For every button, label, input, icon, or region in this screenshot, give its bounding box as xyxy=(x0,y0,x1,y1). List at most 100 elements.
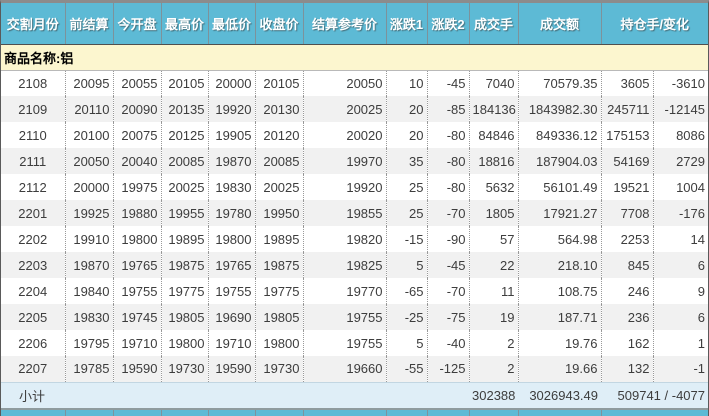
cell: 19950 xyxy=(255,200,304,226)
cell: 19730 xyxy=(255,356,304,382)
col-header-change1: 涨跌1 xyxy=(386,3,428,45)
cell: -176 xyxy=(653,200,708,226)
cell: -70 xyxy=(427,200,470,226)
cell: -75 xyxy=(427,304,470,330)
col-header-high: 最高价 xyxy=(161,3,209,45)
cell: 54169 xyxy=(601,148,654,174)
cell: 9 xyxy=(653,278,708,304)
cell: 246 xyxy=(601,278,654,304)
cell: 19765 xyxy=(113,252,162,278)
cell: 187904.03 xyxy=(518,148,602,174)
cell: 3605 xyxy=(601,70,654,96)
cell: 20040 xyxy=(113,148,162,174)
cell: 19710 xyxy=(113,330,162,356)
cell: 245711 xyxy=(601,96,654,122)
cell: 2111 xyxy=(1,148,66,174)
cell: -80 xyxy=(427,148,470,174)
cell: 19765 xyxy=(208,252,256,278)
cell: 19970 xyxy=(303,148,387,174)
cell: 19905 xyxy=(208,122,256,148)
cell: 19825 xyxy=(303,252,387,278)
cell: -55 xyxy=(386,356,428,382)
cell: 19710 xyxy=(208,330,256,356)
col-header-change2: 涨跌2 xyxy=(427,3,470,45)
cell: 2108 xyxy=(1,70,66,96)
table-row: 2204 19840 19755 19775 19755 19775 19770 -65 -70… xyxy=(1,278,708,304)
cell: 19880 xyxy=(113,200,162,226)
col-header-open: 今开盘 xyxy=(113,3,162,45)
cell: -12145 xyxy=(653,96,708,122)
cell: 20020 xyxy=(303,122,387,148)
cell: 19590 xyxy=(208,356,256,382)
cell: 2201 xyxy=(1,200,66,226)
cell: -25 xyxy=(386,304,428,330)
cell: -125 xyxy=(427,356,470,382)
cell: 19910 xyxy=(65,226,114,252)
cell: -70 xyxy=(427,278,470,304)
cell: 19755 xyxy=(113,278,162,304)
cell: 19730 xyxy=(161,356,209,382)
cell: 56101.49 xyxy=(518,174,602,200)
table-row: 2201 19925 19880 19955 19780 19950 19855 25 -70 1… xyxy=(1,200,708,226)
cell: 20050 xyxy=(303,70,387,96)
cell: 218.10 xyxy=(518,252,602,278)
cell: 19775 xyxy=(161,278,209,304)
cell: 5632 xyxy=(469,174,519,200)
cell: 18816 xyxy=(469,148,519,174)
col-header-low: 最低价 xyxy=(208,3,256,45)
cell: 845 xyxy=(601,252,654,278)
cell: 19800 xyxy=(113,226,162,252)
table-row: 2112 20000 19975 20025 19830 20025 19920 25 -80 5… xyxy=(1,174,708,200)
cell: 2 xyxy=(469,356,519,382)
cell: 19805 xyxy=(255,304,304,330)
cell: -3610 xyxy=(653,70,708,96)
cell: 19875 xyxy=(161,252,209,278)
cell: 19780 xyxy=(208,200,256,226)
cell: 20055 xyxy=(113,70,162,96)
cell: 20135 xyxy=(161,96,209,122)
cell: 20120 xyxy=(255,122,304,148)
cell: -40 xyxy=(427,330,470,356)
cell: 2202 xyxy=(1,226,66,252)
subtotal-volume: 302388 xyxy=(469,381,518,408)
col-header-prev-settlement: 前结算 xyxy=(65,3,114,45)
cell: 19775 xyxy=(255,278,304,304)
cell: 162 xyxy=(601,330,654,356)
cell: 1805 xyxy=(469,200,519,226)
cell: 187.71 xyxy=(518,304,602,330)
cell: 184136 xyxy=(469,96,519,122)
cell: 19975 xyxy=(113,174,162,200)
col-header-turnover: 成交额 xyxy=(518,3,602,45)
cell: 2205 xyxy=(1,304,66,330)
cell: 19590 xyxy=(113,356,162,382)
cell: 20090 xyxy=(113,96,162,122)
cell: 19521 xyxy=(601,174,654,200)
cell: 25 xyxy=(386,200,428,226)
cell: 132 xyxy=(601,356,654,382)
cell: 5 xyxy=(386,252,428,278)
cell: -85 xyxy=(427,96,470,122)
cell: 20050 xyxy=(65,148,114,174)
cell: 19805 xyxy=(161,304,209,330)
cell: 20085 xyxy=(255,148,304,174)
cell: 20025 xyxy=(303,96,387,122)
cell: 1004 xyxy=(653,174,708,200)
cell: -45 xyxy=(427,70,470,96)
cell: 19.76 xyxy=(518,330,602,356)
col-header-delivery-month: 交割月份 xyxy=(1,3,66,45)
table-row: 2207 19785 19590 19730 19590 19730 19660 -55 -12… xyxy=(1,356,708,382)
cell: -15 xyxy=(386,226,428,252)
table-header-row: 交割月份 前结算 今开盘 最高价 最低价 收盘价 结算参考价 涨跌1 涨跌2 成… xyxy=(1,3,708,45)
cell: 19830 xyxy=(65,304,114,330)
cell: 19770 xyxy=(303,278,387,304)
cell: 22 xyxy=(469,252,519,278)
cell: 20025 xyxy=(255,174,304,200)
next-section-header-strip xyxy=(1,408,708,416)
cell: 6 xyxy=(653,252,708,278)
col-header-settlement-ref: 结算参考价 xyxy=(303,3,387,45)
cell: 25 xyxy=(386,174,428,200)
cell: 19830 xyxy=(208,174,256,200)
subtotal-row: 小计 302388 3026943.49 509741 / -4077 xyxy=(1,381,708,408)
cell: 19.66 xyxy=(518,356,602,382)
cell: 20100 xyxy=(65,122,114,148)
